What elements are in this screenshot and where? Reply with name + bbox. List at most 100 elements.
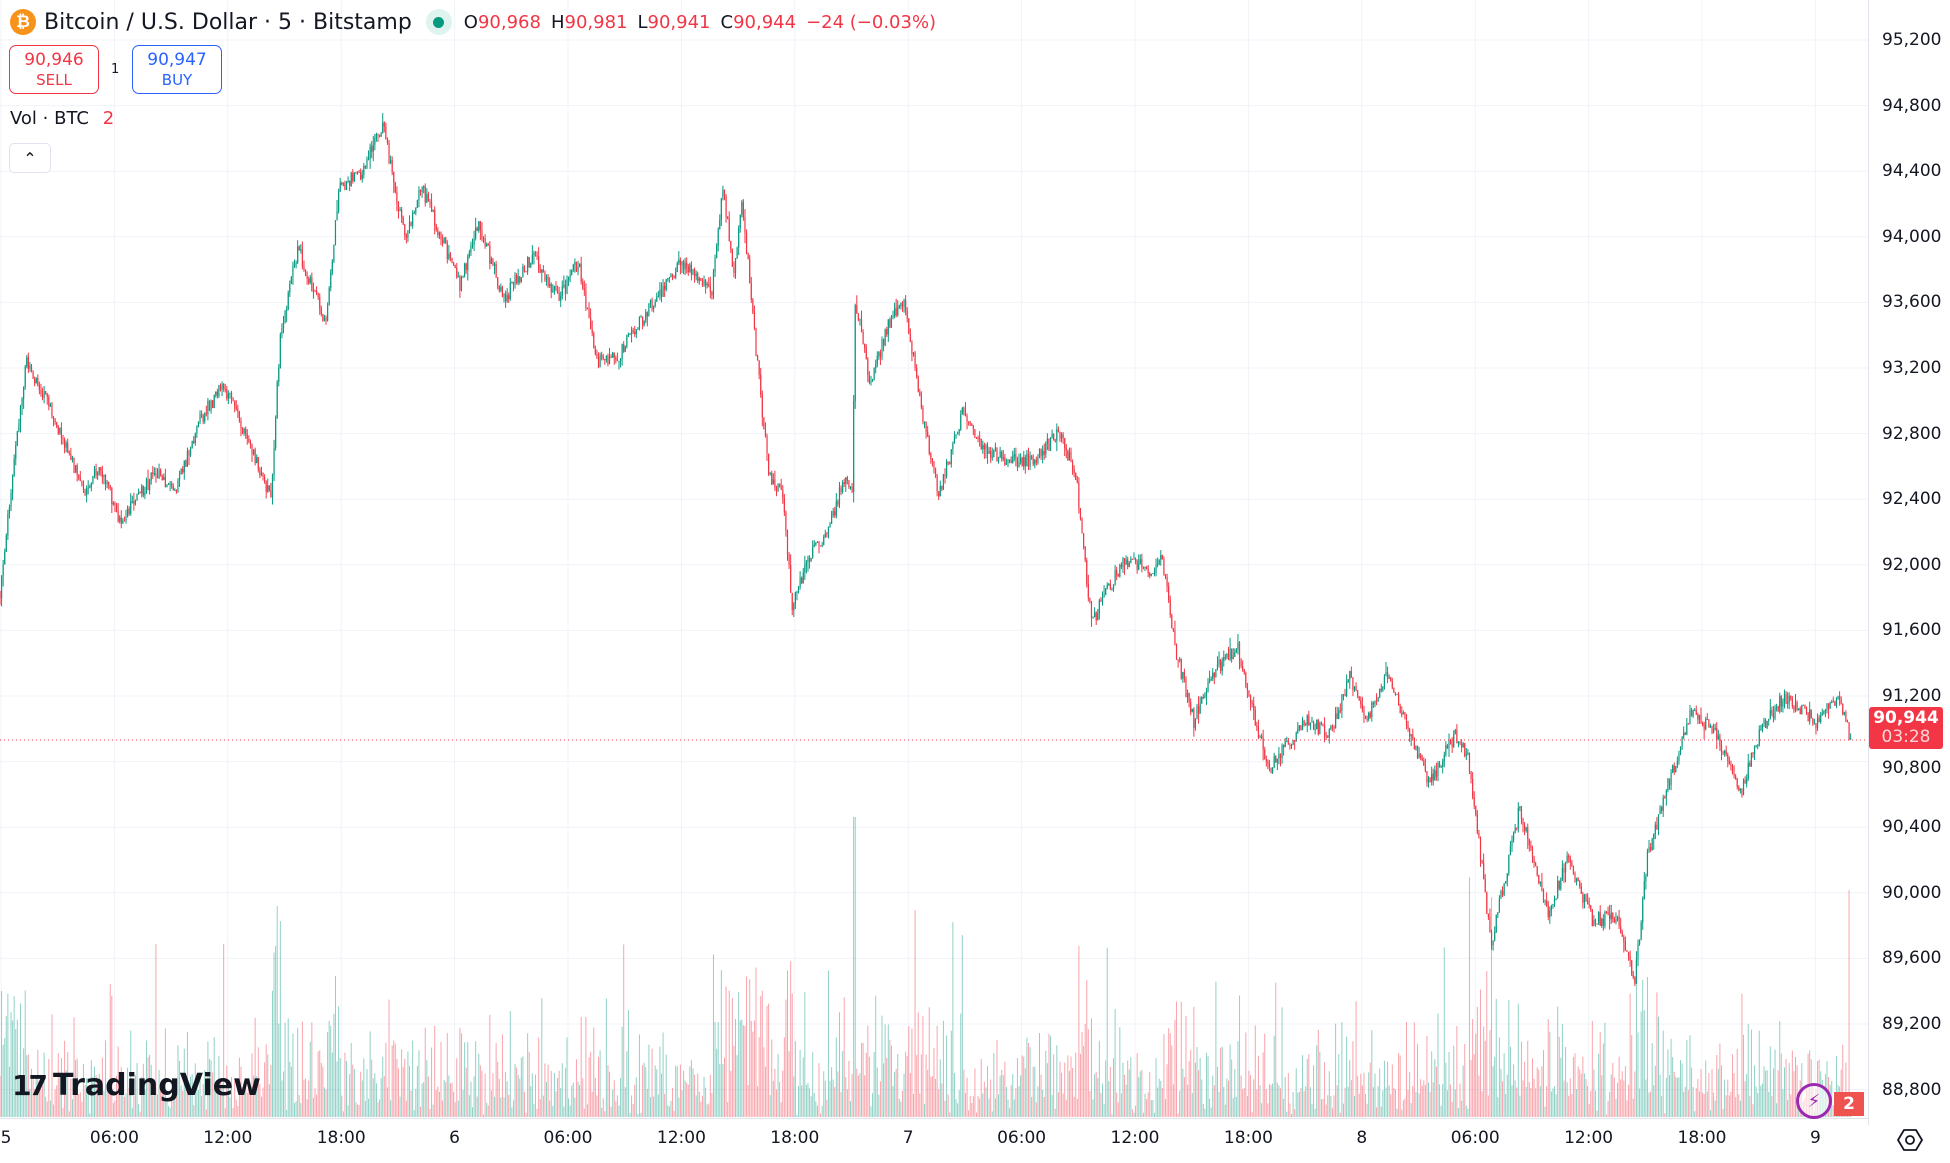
volume-bar: [1210, 1107, 1212, 1117]
candle-body: [363, 165, 365, 175]
volume-bar: [742, 1025, 744, 1117]
volume-bar: [705, 1087, 707, 1117]
notification-badge[interactable]: 2: [1834, 1092, 1864, 1116]
volume-bar: [635, 1077, 637, 1117]
candle-body: [1850, 737, 1852, 740]
candle-body: [701, 280, 704, 285]
volume-bar: [183, 1048, 185, 1117]
candle-body: [653, 305, 655, 310]
symbol-title[interactable]: Bitcoin / U.S. Dollar · 5 · Bitstamp: [44, 9, 412, 35]
volume-bar: [958, 1090, 960, 1117]
volume-bar: [1788, 1063, 1790, 1117]
candle-body: [1582, 893, 1584, 903]
volume-bar: [1670, 1038, 1672, 1117]
candle-body: [797, 586, 800, 592]
price-axis[interactable]: [1868, 0, 1950, 1125]
candle-body: [975, 437, 978, 439]
candle-body: [396, 192, 398, 203]
volume-bar: [157, 1094, 158, 1117]
volume-bar: [1031, 1096, 1033, 1117]
candle-body: [1035, 460, 1037, 463]
candle-body: [393, 172, 395, 183]
volume-bar: [542, 1095, 544, 1117]
volume-bar: [338, 1006, 340, 1117]
candle-body: [1566, 855, 1568, 862]
candle-body: [542, 269, 544, 273]
volume-legend[interactable]: Vol · BTC 2: [10, 108, 114, 129]
volume-bar: [399, 1096, 401, 1117]
volume-bar: [1646, 977, 1648, 1117]
candle-body: [1262, 738, 1264, 750]
candle-body: [593, 333, 595, 349]
volume-bar: [1708, 1072, 1710, 1117]
volume-bar: [775, 1089, 777, 1117]
volume-bar: [583, 1108, 585, 1117]
volume-bar: [1506, 1074, 1508, 1117]
volume-bar: [1772, 1068, 1774, 1117]
candle-body: [478, 221, 480, 231]
volume-bar: [349, 1073, 351, 1117]
candle-body: [552, 290, 554, 293]
volume-bar: [54, 1089, 56, 1117]
candle-body: [12, 475, 14, 494]
settings-icon[interactable]: [1897, 1127, 1923, 1153]
candle-body: [1363, 709, 1365, 716]
candle-body: [1071, 461, 1074, 470]
volume-bar: [1089, 1091, 1091, 1117]
candle-body: [1276, 758, 1278, 763]
volume-bar: [813, 1092, 815, 1117]
candle-body: [1297, 728, 1299, 733]
volume-bar: [1691, 1067, 1693, 1117]
volume-bar: [968, 1110, 970, 1117]
volume-bar: [1435, 1066, 1437, 1117]
candle-body: [65, 442, 67, 448]
candle-body: [437, 229, 439, 236]
candle-body: [843, 482, 845, 484]
volume-bar: [601, 1107, 603, 1117]
volume-bar: [174, 1082, 176, 1117]
volume-bar: [886, 1058, 888, 1117]
candle-body: [1626, 950, 1628, 952]
high-value: 90,981: [564, 11, 628, 33]
volume-bar: [571, 1085, 573, 1117]
time-axis[interactable]: [0, 1118, 1868, 1163]
candle-body: [1448, 740, 1450, 749]
sell-button[interactable]: 90,946 SELL: [9, 45, 99, 94]
candle-body: [1736, 778, 1738, 787]
candle-body: [527, 256, 529, 272]
candle-body: [1524, 825, 1526, 832]
candle-body: [1683, 732, 1685, 737]
candle-body: [1059, 431, 1061, 439]
volume-bar: [1229, 1044, 1231, 1117]
candle-body: [1268, 763, 1271, 768]
market-open-status-icon[interactable]: [425, 9, 452, 35]
volume-bar: [868, 1056, 870, 1117]
volume-bar: [89, 1113, 91, 1117]
candle-body: [654, 301, 656, 306]
collapse-legend-button[interactable]: ⌃: [9, 143, 51, 173]
candle-body: [1220, 659, 1222, 671]
candle-body: [1256, 725, 1258, 727]
volume-bar: [186, 1031, 188, 1117]
candle-body: [550, 283, 552, 293]
candle-body: [539, 269, 541, 273]
candle-body: [334, 220, 337, 245]
volume-bar: [1489, 1030, 1491, 1117]
candle-body: [865, 347, 867, 359]
volume-bar: [1424, 1084, 1426, 1117]
candle-body: [1141, 559, 1143, 568]
volume-bar: [854, 817, 856, 1117]
candle-body: [728, 218, 730, 242]
tradingview-logo[interactable]: 17 TradingView: [12, 1068, 261, 1103]
candle-body: [1558, 880, 1560, 889]
candle-body: [1164, 574, 1167, 577]
candle-body: [1117, 574, 1119, 577]
buy-button[interactable]: 90,947 BUY: [132, 45, 222, 94]
volume-bar: [1297, 1092, 1299, 1117]
candle-body: [156, 475, 159, 479]
candle-body: [801, 577, 803, 584]
candle-body: [621, 344, 623, 359]
candle-body: [851, 486, 853, 492]
lightning-icon[interactable]: ⚡: [1796, 1083, 1832, 1119]
